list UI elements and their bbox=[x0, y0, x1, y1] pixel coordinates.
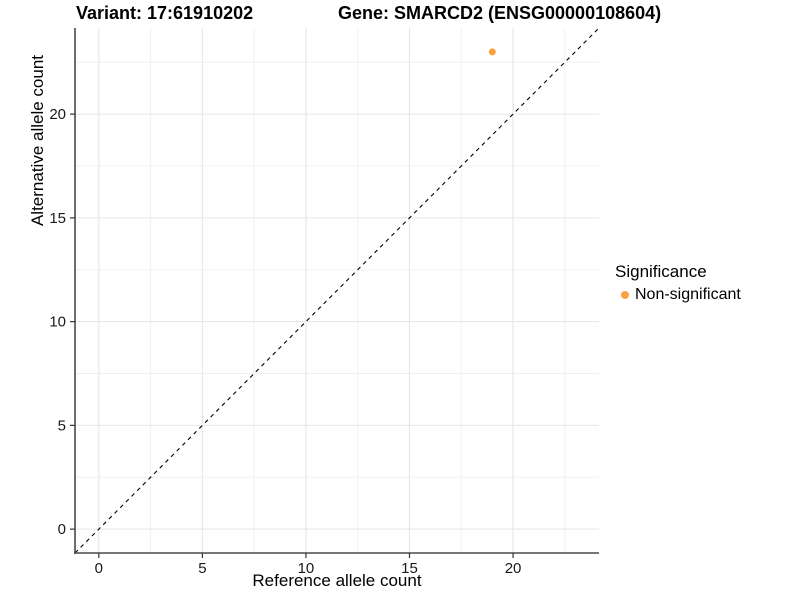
legend-entry-label: Non-significant bbox=[635, 286, 741, 303]
data-point bbox=[488, 48, 496, 56]
y-tick-label: 20 bbox=[49, 106, 66, 123]
y-axis-label: Alternative allele count bbox=[28, 54, 47, 227]
legend-title: Significance bbox=[615, 262, 707, 281]
x-tick-label: 10 bbox=[298, 560, 315, 577]
y-tick-label: 0 bbox=[58, 521, 66, 538]
x-tick-label: 5 bbox=[198, 560, 206, 577]
y-tick-label: 5 bbox=[58, 417, 66, 434]
x-axis-label: Reference allele count bbox=[252, 571, 422, 590]
plot-title-variant: Variant: 17:61910202 bbox=[76, 3, 254, 23]
legend-entry: Non-significant bbox=[615, 286, 795, 304]
legend: Significance Non-significant bbox=[615, 262, 795, 304]
legend-point-icon bbox=[621, 291, 629, 299]
x-tick-label: 15 bbox=[401, 560, 418, 577]
x-tick-label: 20 bbox=[505, 560, 522, 577]
x-tick-label: 0 bbox=[95, 560, 103, 577]
plot-title-gene: Gene: SMARCD2 (ENSG00000108604) bbox=[338, 3, 662, 23]
y-tick-label: 10 bbox=[49, 314, 66, 331]
identity-line bbox=[74, 27, 600, 554]
y-tick-label: 15 bbox=[49, 210, 66, 227]
